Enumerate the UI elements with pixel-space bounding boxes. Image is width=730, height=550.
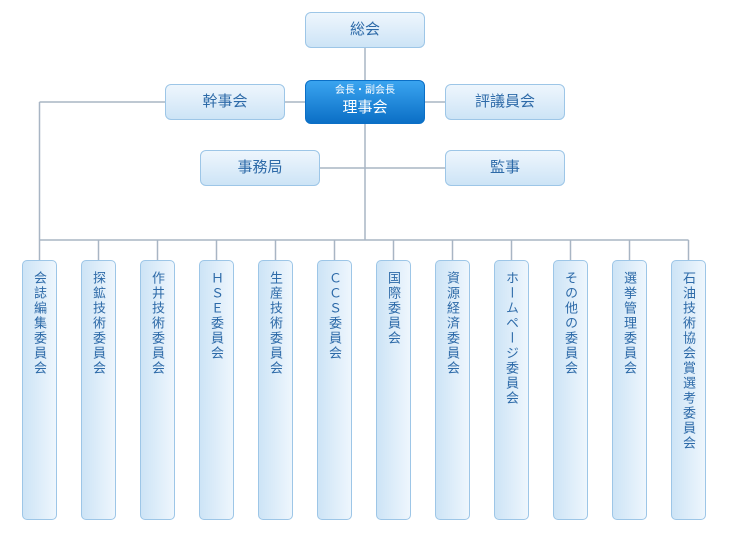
committee-label: 会誌編集委員会 bbox=[30, 271, 49, 376]
committee-label: 石油技術協会賞選考委員会 bbox=[679, 271, 698, 451]
node-council: 評議員会 bbox=[445, 84, 565, 120]
label: 事務局 bbox=[237, 158, 282, 178]
committee-node: 国際委員会 bbox=[376, 260, 411, 520]
committee-node: 作井技術委員会 bbox=[140, 260, 175, 520]
committee-node: 石油技術協会賞選考委員会 bbox=[671, 260, 706, 520]
committee-label: 国際委員会 bbox=[384, 271, 403, 346]
committee-label: 資源経済委員会 bbox=[443, 271, 462, 376]
label: 幹事会 bbox=[202, 92, 247, 112]
label: 理事会 bbox=[342, 98, 387, 118]
committee-node: ＣＣＳ委員会 bbox=[317, 260, 352, 520]
committee-label: 探鉱技術委員会 bbox=[89, 271, 108, 376]
label: 総会 bbox=[350, 20, 380, 40]
committee-label: ＨＳＥ委員会 bbox=[207, 271, 226, 361]
node-auditor: 監事 bbox=[445, 150, 565, 186]
committee-label: ホームページ委員会 bbox=[502, 271, 521, 406]
committee-node: ホームページ委員会 bbox=[494, 260, 529, 520]
committee-node: 会誌編集委員会 bbox=[22, 260, 57, 520]
node-secretariat: 事務局 bbox=[200, 150, 320, 186]
committee-node: 資源経済委員会 bbox=[435, 260, 470, 520]
label: 評議員会 bbox=[475, 92, 535, 112]
committee-node: 選挙管理委員会 bbox=[612, 260, 647, 520]
committee-node: その他の委員会 bbox=[553, 260, 588, 520]
node-board-of-directors: 会長・副会長 理事会 bbox=[305, 80, 425, 124]
node-general-assembly: 総会 bbox=[305, 12, 425, 48]
committee-label: その他の委員会 bbox=[561, 271, 580, 376]
committee-node: ＨＳＥ委員会 bbox=[199, 260, 234, 520]
committee-label: 生産技術委員会 bbox=[266, 271, 285, 376]
label: 監事 bbox=[490, 158, 520, 178]
committee-node: 生産技術委員会 bbox=[258, 260, 293, 520]
node-executive-committee: 幹事会 bbox=[165, 84, 285, 120]
sublabel: 会長・副会長 bbox=[335, 86, 395, 96]
committee-node: 探鉱技術委員会 bbox=[81, 260, 116, 520]
committee-label: ＣＣＳ委員会 bbox=[325, 271, 344, 361]
committee-label: 作井技術委員会 bbox=[148, 271, 167, 376]
committee-label: 選挙管理委員会 bbox=[620, 271, 639, 376]
